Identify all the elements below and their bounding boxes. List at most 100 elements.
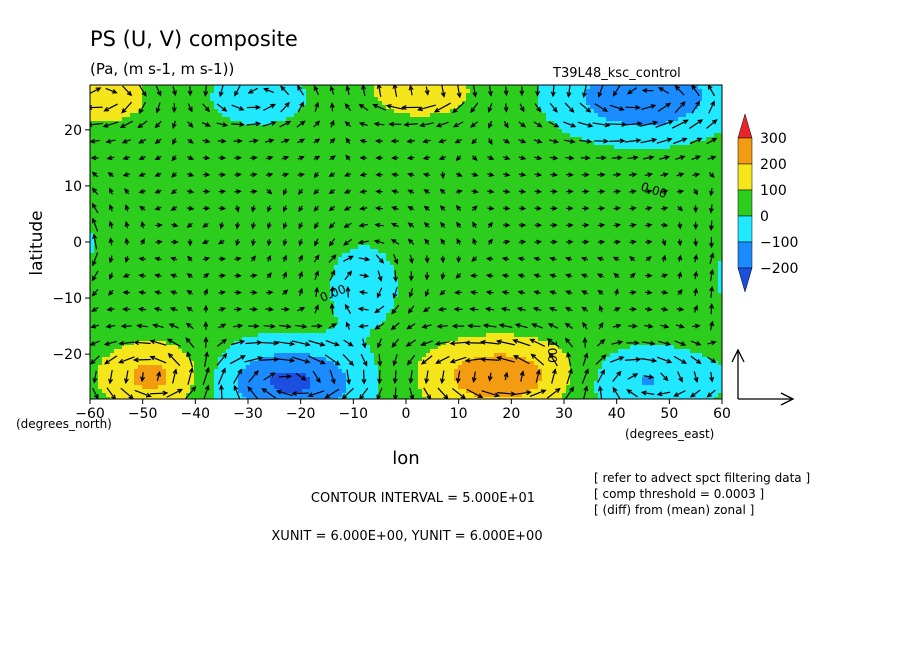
field-cell <box>294 245 299 250</box>
field-cell <box>142 277 147 282</box>
field-cell <box>326 289 331 294</box>
field-cell <box>130 293 135 298</box>
field-cell <box>130 121 135 126</box>
field-cell <box>218 201 223 206</box>
field-cell <box>230 241 235 246</box>
field-cell <box>234 113 239 118</box>
field-cell <box>126 337 131 342</box>
field-cell <box>290 233 295 238</box>
field-cell <box>330 333 335 338</box>
field-cell <box>162 373 167 378</box>
field-cell <box>338 185 343 190</box>
field-cell <box>122 241 127 246</box>
field-cell <box>330 165 335 170</box>
field-cell <box>342 109 347 114</box>
field-cell <box>138 193 143 198</box>
field-cell <box>330 229 335 234</box>
field-cell <box>134 185 139 190</box>
field-cell <box>302 373 307 378</box>
field-cell <box>294 377 299 382</box>
field-cell <box>154 209 159 214</box>
field-cell <box>262 241 267 246</box>
field-cell <box>90 305 95 310</box>
field-cell <box>274 293 279 298</box>
field-cell <box>90 333 95 338</box>
field-cell <box>290 237 295 242</box>
field-cell <box>202 369 207 374</box>
field-cell <box>142 333 147 338</box>
field-cell <box>262 261 267 266</box>
field-cell <box>138 201 143 206</box>
field-cell <box>190 145 195 150</box>
field-cell <box>242 333 247 338</box>
field-cell <box>286 201 291 206</box>
field-cell <box>162 141 167 146</box>
field-cell <box>234 277 239 282</box>
field-cell <box>322 113 327 118</box>
field-cell <box>282 393 287 398</box>
field-cell <box>98 373 103 378</box>
field-cell <box>270 397 275 399</box>
field-cell <box>278 373 283 378</box>
field-cell <box>298 157 303 162</box>
field-cell <box>214 377 219 382</box>
field-cell <box>178 277 183 282</box>
field-cell <box>334 221 339 226</box>
field-cell <box>194 233 199 238</box>
field-cell <box>134 85 139 90</box>
field-cell <box>118 325 123 330</box>
field-cell <box>118 305 123 310</box>
field-cell <box>298 369 303 374</box>
field-cell <box>238 265 243 270</box>
field-cell <box>246 145 251 150</box>
field-cell <box>238 385 243 390</box>
field-cell <box>206 197 211 202</box>
field-cell <box>118 393 123 398</box>
field-cell <box>134 125 139 130</box>
field-cell <box>290 241 295 246</box>
field-cell <box>174 177 179 182</box>
field-cell <box>318 293 323 298</box>
field-cell <box>158 265 163 270</box>
field-cell <box>286 157 291 162</box>
field-cell <box>174 133 179 138</box>
field-cell <box>138 217 143 222</box>
field-cell <box>334 357 339 362</box>
field-cell <box>246 173 251 178</box>
field-cell <box>166 357 171 362</box>
field-cell <box>274 213 279 218</box>
field-cell <box>218 161 223 166</box>
field-cell <box>118 317 123 322</box>
field-cell <box>214 265 219 270</box>
field-cell <box>194 377 199 382</box>
field-cell <box>182 97 187 102</box>
field-cell <box>210 281 215 286</box>
field-cell <box>130 273 135 278</box>
field-cell <box>130 181 135 186</box>
field-cell <box>218 165 223 170</box>
field-cell <box>94 97 99 102</box>
field-cell <box>106 305 111 310</box>
field-cell <box>158 273 163 278</box>
field-cell <box>250 113 255 118</box>
field-cell <box>158 213 163 218</box>
field-cell <box>298 333 303 338</box>
field-cell <box>206 377 211 382</box>
field-cell <box>326 201 331 206</box>
field-cell <box>98 233 103 238</box>
field-cell <box>242 329 247 334</box>
field-cell <box>282 297 287 302</box>
field-cell <box>278 317 283 322</box>
field-cell <box>338 397 343 399</box>
field-cell <box>282 353 287 358</box>
field-cell <box>258 237 263 242</box>
field-cell <box>294 233 299 238</box>
field-cell <box>130 373 135 378</box>
field-cell <box>218 233 223 238</box>
field-cell <box>178 337 183 342</box>
field-cell <box>186 145 191 150</box>
field-cell <box>230 161 235 166</box>
field-cell <box>130 377 135 382</box>
field-cell <box>250 261 255 266</box>
field-cell <box>338 357 343 362</box>
